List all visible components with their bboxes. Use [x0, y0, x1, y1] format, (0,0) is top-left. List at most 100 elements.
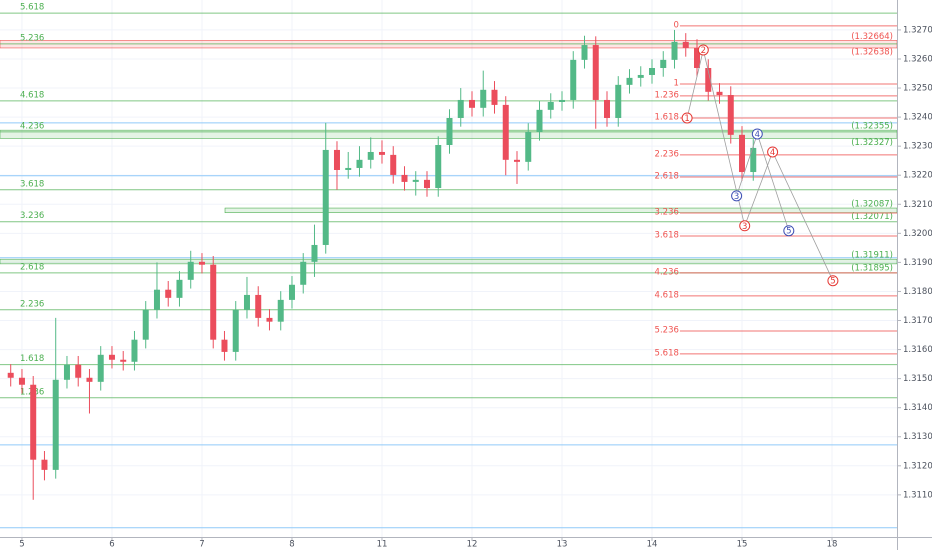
- candle-body: [491, 89, 498, 105]
- candle-body: [446, 117, 453, 146]
- zone-label: (1.32355): [851, 122, 893, 132]
- x-tick-label: 8: [289, 540, 294, 550]
- zone-label: (1.32071): [851, 212, 893, 222]
- candle-body: [592, 45, 599, 100]
- candle-body: [727, 95, 734, 135]
- x-tick-label: 12: [467, 540, 478, 550]
- wave-label: 4: [770, 148, 775, 158]
- fib-level-label: 3.618: [20, 179, 44, 189]
- candle-body: [52, 379, 59, 470]
- y-tick-label: 1.31800: [903, 287, 932, 297]
- candle-body: [637, 74, 644, 78]
- candle-body: [750, 147, 757, 173]
- candle-body: [266, 317, 273, 322]
- fib-level-label: 4.236: [20, 121, 44, 131]
- candle-body: [536, 109, 543, 132]
- candle-body: [333, 149, 340, 170]
- candle-body: [165, 289, 172, 298]
- candle-body: [525, 131, 532, 162]
- wave-label: 3: [742, 222, 747, 232]
- candle-body: [547, 101, 554, 110]
- fib-level-label: 1: [673, 78, 678, 88]
- fib-level-label: 3.618: [655, 230, 679, 240]
- waves-layer: 1 2 3 4 5 3 4 5: [681, 44, 839, 287]
- zone: [0, 258, 898, 265]
- candle-body: [682, 41, 689, 48]
- y-tick-label: 1.32500: [903, 84, 932, 94]
- fib-level-label: 2.236: [20, 299, 44, 309]
- candle-body: [131, 339, 138, 362]
- fib-level-label: 5.236: [655, 325, 679, 335]
- candle-body: [221, 339, 228, 352]
- fib-level-label: 0: [673, 20, 678, 30]
- candle-body: [255, 294, 262, 318]
- zone-label: (1.32638): [851, 47, 893, 57]
- candle-body: [412, 179, 419, 182]
- candle-body: [378, 151, 385, 155]
- candle-body: [187, 261, 194, 280]
- y-tick-label: 1.31500: [903, 374, 932, 384]
- candle-body: [41, 459, 48, 470]
- wave-label: 5: [830, 277, 835, 287]
- fib-level-label: 5.618: [20, 3, 44, 13]
- x-tick-label: 6: [109, 540, 114, 550]
- candle-body: [739, 134, 746, 173]
- y-tick-label: 1.32200: [903, 171, 932, 181]
- y-tick-label: 1.32000: [903, 229, 932, 239]
- fib-level-label: 4.236: [655, 267, 679, 277]
- candle-body: [615, 84, 622, 118]
- candle-body: [277, 299, 284, 322]
- candle-body: [153, 289, 160, 310]
- wave-marker: [827, 275, 839, 287]
- candle-body: [694, 47, 701, 68]
- candle-body: [345, 167, 352, 170]
- candle-body: [581, 45, 588, 60]
- zone-label: (1.32087): [851, 200, 893, 210]
- candle-body: [649, 67, 656, 75]
- candle-body: [604, 99, 611, 118]
- candle-body: [198, 261, 205, 265]
- candle-body: [502, 104, 509, 160]
- candle-body: [457, 99, 464, 118]
- fib-level-label: 4.618: [20, 90, 44, 100]
- fib-level-label: 1.618: [655, 112, 679, 122]
- y-tick-label: 1.31100: [903, 490, 932, 500]
- y-tick-label: 1.32400: [903, 113, 932, 123]
- zone-label: (1.32327): [851, 138, 893, 148]
- candle-body: [626, 77, 633, 85]
- candle-body: [367, 151, 374, 160]
- fib-level-label: 3.236: [655, 207, 679, 217]
- y-tick-label: 1.31400: [903, 403, 932, 413]
- candle-body: [75, 364, 82, 378]
- candle-body: [288, 284, 295, 300]
- wave-label: 4: [755, 130, 760, 140]
- fib-level-label: 5.618: [655, 348, 679, 358]
- fib-level-label: 2.618: [20, 262, 44, 272]
- wave-marker: [751, 128, 763, 140]
- y-tick-label: 1.32700: [903, 25, 932, 35]
- zone-label: (1.31895): [851, 263, 893, 273]
- y-tick-label: 1.32600: [903, 54, 932, 64]
- wave-marker: [697, 44, 709, 56]
- y-tick-label: 1.32100: [903, 200, 932, 210]
- candle-body: [120, 359, 127, 362]
- zone-label: (1.32664): [851, 32, 893, 42]
- wave-label: 1: [684, 114, 689, 124]
- candle-body: [435, 145, 442, 189]
- fib-level-label: 1.618: [20, 354, 44, 364]
- candle-body: [401, 174, 408, 182]
- candle-body: [142, 309, 149, 340]
- candle-body: [311, 244, 318, 262]
- y-tick-label: 1.31200: [903, 461, 932, 471]
- fib-level-label: 5.236: [20, 33, 44, 43]
- wave-label: 3: [734, 192, 739, 202]
- candle-body: [356, 159, 363, 168]
- y-tick-label: 1.31900: [903, 258, 932, 268]
- zone-label: (1.31911): [851, 251, 893, 261]
- fib-level-label: 2.618: [655, 171, 679, 181]
- candle-body: [108, 354, 115, 360]
- wave-marker: [681, 112, 693, 124]
- x-tick-label: 14: [647, 540, 658, 550]
- fib-level-label: 3.236: [20, 211, 44, 221]
